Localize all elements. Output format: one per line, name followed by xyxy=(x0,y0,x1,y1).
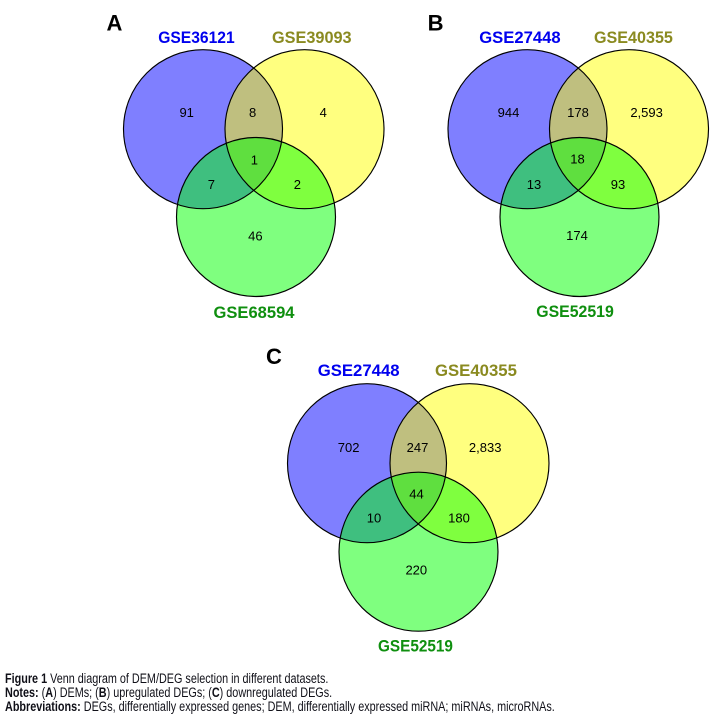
svg-text:Notes: (A) DEMs; (B) upregulat: Notes: (A) DEMs; (B) upregulated DEGs; (… xyxy=(5,685,332,701)
svg-text:178: 178 xyxy=(567,105,589,120)
svg-text:91: 91 xyxy=(179,105,193,120)
svg-text:8: 8 xyxy=(249,105,256,120)
svg-text:GSE40355: GSE40355 xyxy=(435,361,517,380)
svg-text:GSE68594: GSE68594 xyxy=(214,303,296,322)
svg-text:C: C xyxy=(266,344,282,369)
svg-text:2,593: 2,593 xyxy=(630,105,663,120)
svg-text:180: 180 xyxy=(448,511,470,526)
svg-text:44: 44 xyxy=(409,487,423,502)
svg-text:13: 13 xyxy=(527,177,541,192)
svg-text:4: 4 xyxy=(320,105,327,120)
svg-text:GSE40355: GSE40355 xyxy=(594,28,673,47)
svg-text:GSE36121: GSE36121 xyxy=(158,28,235,47)
svg-text:1: 1 xyxy=(251,152,258,167)
svg-text:GSE27448: GSE27448 xyxy=(479,28,560,47)
svg-text:702: 702 xyxy=(338,440,360,455)
svg-text:B: B xyxy=(428,10,444,35)
svg-text:GSE52519: GSE52519 xyxy=(536,302,614,321)
svg-text:944: 944 xyxy=(498,105,520,120)
svg-text:220: 220 xyxy=(405,563,427,578)
svg-text:Figure 1 Venn diagram of DEM/D: Figure 1 Venn diagram of DEM/DEG selecti… xyxy=(5,671,328,687)
svg-text:2: 2 xyxy=(294,177,301,192)
svg-text:46: 46 xyxy=(248,229,262,244)
svg-text:93: 93 xyxy=(611,177,625,192)
svg-text:18: 18 xyxy=(570,152,584,167)
svg-text:7: 7 xyxy=(208,177,215,192)
svg-text:247: 247 xyxy=(407,440,429,455)
svg-text:Abbreviations: DEGs, different: Abbreviations: DEGs, differentially expr… xyxy=(5,699,555,715)
svg-text:10: 10 xyxy=(367,510,381,525)
svg-text:GSE27448: GSE27448 xyxy=(318,361,400,380)
svg-text:A: A xyxy=(106,10,122,35)
svg-text:174: 174 xyxy=(566,228,588,243)
svg-text:2,833: 2,833 xyxy=(469,440,502,455)
svg-text:GSE39093: GSE39093 xyxy=(272,28,352,47)
svg-text:GSE52519: GSE52519 xyxy=(378,636,453,655)
